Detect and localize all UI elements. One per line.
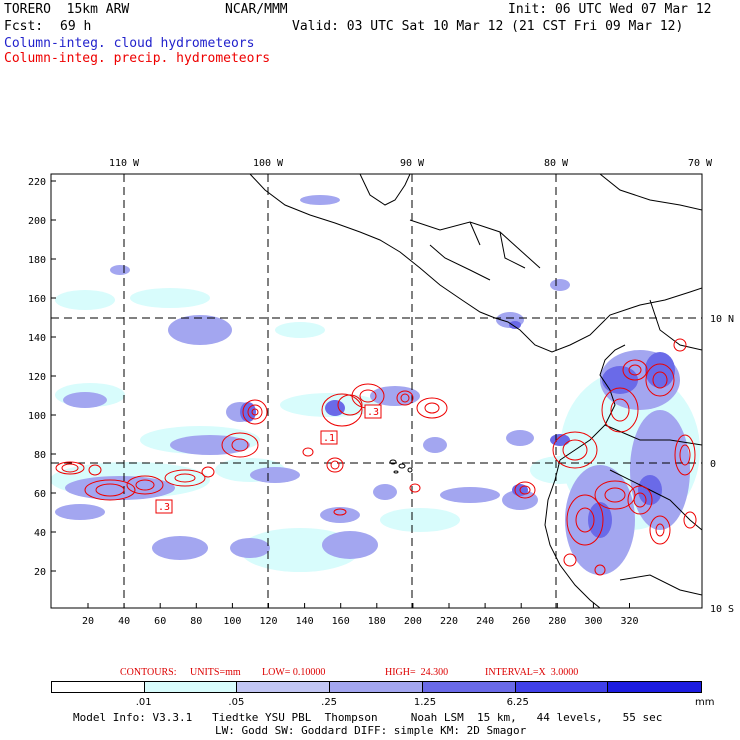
contours-units: UNITS=mm	[190, 667, 241, 678]
grid-lines	[51, 174, 702, 608]
colorbar-cell	[330, 682, 423, 692]
x-tick-label: 200	[404, 616, 422, 627]
contour-labels: .1 .3 .3	[155, 404, 382, 514]
cloud-shading-dark	[240, 321, 675, 538]
forecast-label: Fcst:	[4, 19, 44, 34]
x-tick-label: 260	[512, 616, 530, 627]
valid-time: Valid: 03 UTC Sat 10 Mar 12 (21 CST Fri …	[292, 19, 684, 34]
colorbar-label: .05	[228, 697, 245, 708]
model-name: TORERO 15km ARW	[4, 2, 130, 17]
lon-label: 70 W	[688, 158, 713, 169]
legend-precip: Column-integ. precip. hydrometeors	[4, 51, 271, 66]
colorbar-cell	[237, 682, 331, 692]
colorbar-cell	[422, 682, 516, 692]
x-tick-label: 180	[368, 616, 386, 627]
y-tick-label: 60	[34, 489, 46, 500]
x-tick-label: 100	[223, 616, 241, 627]
y-tick-label: 20	[34, 567, 46, 578]
precip-contours	[55, 338, 697, 576]
x-tick-label: 220	[440, 616, 458, 627]
colorbar-cell	[52, 682, 145, 692]
colorbar-label: .25	[321, 697, 338, 708]
contours-high: HIGH= 24.300	[385, 667, 449, 678]
x-tick-label: 120	[259, 616, 277, 627]
colorbar	[51, 681, 702, 693]
colorbar-label: .01	[135, 697, 152, 708]
y-tick-label: 100	[28, 411, 46, 422]
x-tick-label: 140	[296, 616, 314, 627]
contour-label: .1	[323, 433, 335, 444]
model-info: Model Info: V3.3.1 Tiedtke YSU PBL Thomp…	[73, 711, 663, 724]
y-tick-label: 40	[34, 528, 46, 539]
contours-interval: INTERVAL=X 3.0000	[485, 667, 579, 678]
x-tick-label: 20	[82, 616, 94, 627]
physics-info: LW: Godd SW: Goddard DIFF: simple KM: 2D…	[215, 724, 527, 737]
y-tick-label: 80	[34, 450, 46, 461]
init-time: Init: 06 UTC Wed 07 Mar 12	[508, 2, 712, 17]
contours-low: LOW= 0.10000	[262, 667, 326, 678]
x-axis: 20 40 60 80 100 120 140 160 180 200 220 240 260 280 30…	[82, 603, 639, 627]
galapagos-islands	[389, 459, 413, 474]
y-tick-label: 200	[28, 216, 46, 227]
x-tick-label: 280	[548, 616, 566, 627]
colorbar-cell	[515, 682, 609, 692]
x-tick-label: 160	[332, 616, 350, 627]
y-tick-label: 220	[28, 177, 46, 188]
x-tick-label: 80	[190, 616, 202, 627]
y-tick-label: 180	[28, 255, 46, 266]
lon-label: 80 W	[544, 158, 569, 169]
lon-label: 100 W	[253, 158, 284, 169]
lon-label: 110 W	[109, 158, 140, 169]
colorbar-cell	[144, 682, 238, 692]
colorbar-units: mm	[695, 697, 715, 708]
y-axis: 220 200 180 160 140 120 100 80 60 40 20	[28, 177, 56, 578]
x-tick-label: 60	[154, 616, 166, 627]
colorbar-label: 6.25	[506, 697, 529, 708]
coastlines	[249, 174, 702, 608]
y-tick-label: 120	[28, 372, 46, 383]
contours-title: CONTOURS:	[120, 667, 177, 678]
colorbar-label: 1.25	[413, 697, 437, 708]
x-tick-label: 240	[476, 616, 494, 627]
lat-label: 10 S	[710, 604, 734, 615]
y-tick-label: 160	[28, 294, 46, 305]
map-figure: 110 W 100 W 90 W 80 W 70 W 10 N 0 10 S	[28, 158, 734, 627]
x-tick-label: 40	[118, 616, 130, 627]
forecast-hours: 69 h	[60, 19, 92, 34]
contour-label: .3	[367, 407, 379, 418]
x-tick-label: 300	[584, 616, 602, 627]
contour-label: .3	[158, 502, 170, 513]
colorbar-cell	[608, 682, 701, 692]
x-tick-label: 320	[620, 616, 638, 627]
cloud-shading-medium	[55, 195, 690, 575]
lat-label: 0	[710, 459, 716, 470]
y-tick-label: 140	[28, 333, 46, 344]
lat-label: 10 N	[710, 314, 734, 325]
legend-cloud: Column-integ. cloud hydrometeors	[4, 36, 255, 51]
organization: NCAR/MMM	[225, 2, 288, 17]
lon-label: 90 W	[400, 158, 425, 169]
